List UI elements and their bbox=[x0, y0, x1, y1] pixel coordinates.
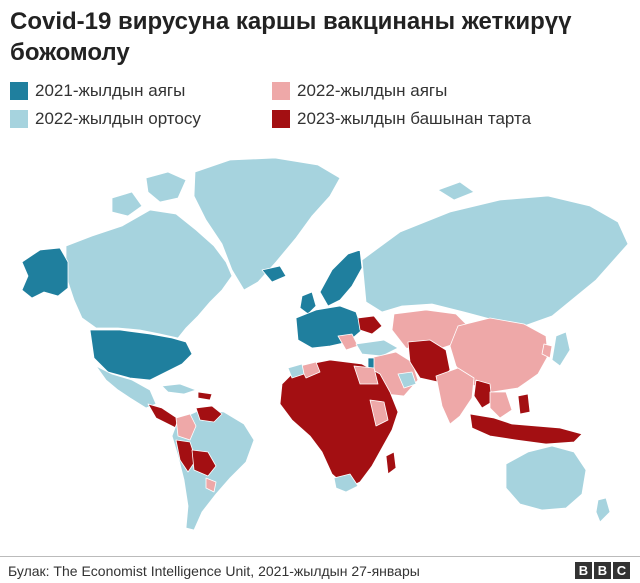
region-russia bbox=[361, 195, 629, 327]
world-map bbox=[21, 157, 629, 531]
region-morocco bbox=[287, 363, 305, 379]
legend-item-2022-mid: 2022-жылдын ортосу bbox=[10, 108, 201, 130]
region-venezuela bbox=[195, 405, 223, 423]
region-caribbean bbox=[161, 383, 197, 395]
legend-swatch bbox=[10, 82, 28, 100]
legend-item-2021-end: 2021-жылдын аягы bbox=[10, 80, 185, 102]
legend-label: 2023-жылдын башынан тарта bbox=[297, 109, 532, 128]
source-note: Булак: The Economist Intelligence Unit, … bbox=[8, 563, 420, 579]
region-paraguay bbox=[205, 477, 217, 493]
region-ukraine bbox=[357, 315, 383, 335]
region-greenland bbox=[193, 157, 341, 291]
bbc-logo-letter: C bbox=[613, 562, 630, 579]
region-indochina bbox=[489, 391, 513, 419]
region-canada bbox=[65, 209, 233, 339]
legend-item-2022-end: 2022-жылдын аягы bbox=[272, 80, 447, 102]
region-east-africa bbox=[369, 399, 389, 427]
region-israel bbox=[367, 357, 375, 369]
region-korea bbox=[541, 343, 553, 359]
bbc-logo-letter: B bbox=[594, 562, 611, 579]
region-arctic-russia bbox=[437, 181, 475, 201]
region-arctic-islands bbox=[111, 191, 143, 217]
region-iceland bbox=[261, 265, 287, 283]
region-peru bbox=[175, 439, 197, 473]
region-gulf bbox=[397, 371, 417, 389]
region-indonesia bbox=[469, 413, 583, 445]
region-caribbean bbox=[197, 391, 213, 401]
region-australia bbox=[505, 445, 587, 511]
region-china bbox=[449, 317, 549, 393]
legend-label: 2022-жылдын ортосу bbox=[35, 109, 201, 128]
legend: 2021-жылдын аягы 2022-жылдын ортосу 2022… bbox=[10, 80, 630, 134]
region-colombia-ecuador bbox=[175, 413, 197, 441]
region-africa bbox=[279, 359, 399, 489]
legend-swatch bbox=[272, 110, 290, 128]
bbc-logo: B B C bbox=[575, 562, 630, 579]
region-new-zealand bbox=[595, 497, 611, 523]
region-india bbox=[435, 367, 475, 425]
region-egypt bbox=[353, 365, 379, 385]
legend-swatch bbox=[272, 82, 290, 100]
region-south-africa bbox=[333, 473, 359, 493]
legend-swatch bbox=[10, 110, 28, 128]
region-alaska bbox=[21, 247, 69, 299]
bbc-logo-letter: B bbox=[575, 562, 592, 579]
region-japan bbox=[551, 331, 571, 367]
region-uk bbox=[299, 291, 317, 315]
region-philippines bbox=[517, 393, 531, 415]
region-madagascar bbox=[385, 451, 397, 475]
map-title: Covid-19 вирусуна каршы вакцинаны жеткир… bbox=[10, 8, 572, 66]
region-scandinavia bbox=[319, 249, 363, 307]
region-turkey bbox=[355, 339, 399, 357]
legend-label: 2021-жылдын аягы bbox=[35, 81, 186, 100]
legend-label: 2022-жылдын аягы bbox=[297, 81, 448, 100]
footer-divider bbox=[0, 556, 640, 557]
region-arctic-islands bbox=[145, 171, 187, 203]
region-myanmar bbox=[473, 379, 493, 409]
legend-item-2023-start: 2023-жылдын башынан тарта bbox=[272, 108, 531, 130]
region-bolivia bbox=[191, 449, 217, 477]
